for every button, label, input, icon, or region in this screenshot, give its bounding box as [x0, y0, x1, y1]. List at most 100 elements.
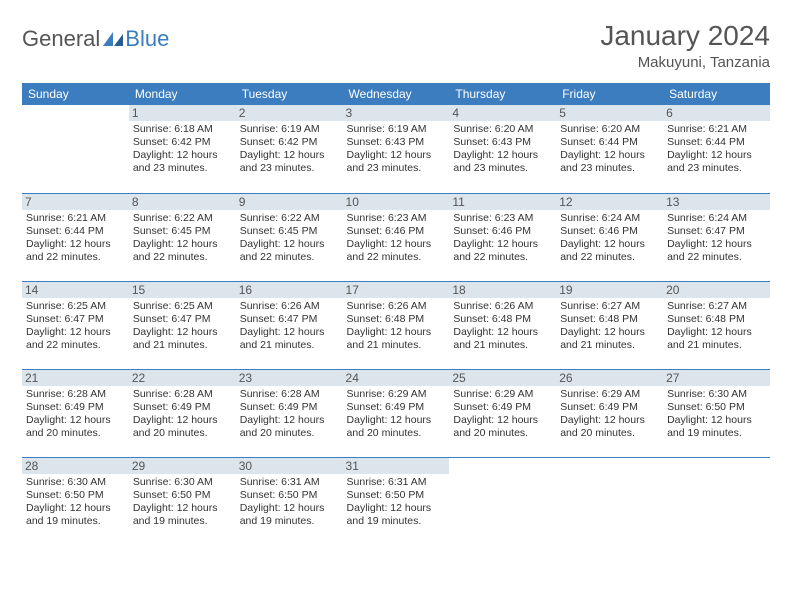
calendar-cell: 25Sunrise: 6:29 AMSunset: 6:49 PMDayligh… — [449, 369, 556, 457]
calendar-row: 21Sunrise: 6:28 AMSunset: 6:49 PMDayligh… — [22, 369, 770, 457]
location-label: Makuyuni, Tanzania — [600, 54, 770, 71]
day-number: 27 — [663, 370, 770, 386]
day-details: Sunrise: 6:30 AMSunset: 6:50 PMDaylight:… — [26, 476, 125, 529]
weekday-header: Monday — [129, 83, 236, 105]
calendar-cell: 7Sunrise: 6:21 AMSunset: 6:44 PMDaylight… — [22, 193, 129, 281]
calendar-cell: 30 Sunrise: 6:31 AMSunset: 6:50 PMDayligh… — [236, 457, 343, 545]
day-details: Sunrise: 6:31 AMSunset: 6:50 PMDaylight:… — [347, 476, 446, 529]
weekday-header: Wednesday — [343, 83, 450, 105]
logo-text-blue: Blue — [125, 26, 169, 52]
day-number: 9 — [236, 194, 343, 210]
day-details: Sunrise: 6:29 AMSunset: 6:49 PMDaylight:… — [560, 388, 659, 441]
day-details: Sunrise: 6:29 AMSunset: 6:49 PMDaylight:… — [347, 388, 446, 441]
day-number: 28 — [22, 458, 129, 474]
day-details: Sunrise: 6:26 AMSunset: 6:48 PMDaylight:… — [347, 300, 446, 353]
day-details: Sunrise: 6:23 AMSunset: 6:46 PMDaylight:… — [347, 212, 446, 265]
title-block: January 2024 Makuyuni, Tanzania — [600, 20, 770, 71]
calendar-cell: 5 Sunrise: 6:20 AMSunset: 6:44 PMDaylight… — [556, 105, 663, 193]
calendar-cell: 22 Sunrise: 6:28 AMSunset: 6:49 PMDayligh… — [129, 369, 236, 457]
day-number: 4 — [449, 105, 556, 121]
day-number: 17 — [343, 282, 450, 298]
logo-text-general: General — [22, 26, 100, 52]
month-title: January 2024 — [600, 20, 770, 52]
calendar-body: 1Sunrise: 6:18 AMSunset: 6:42 PMDaylight… — [22, 105, 770, 545]
day-details: Sunrise: 6:24 AMSunset: 6:46 PMDaylight:… — [560, 212, 659, 265]
calendar-cell: 24Sunrise: 6:29 AMSunset: 6:49 PMDayligh… — [343, 369, 450, 457]
day-details: Sunrise: 6:22 AMSunset: 6:45 PMDaylight:… — [133, 212, 232, 265]
day-number: 14 — [22, 282, 129, 298]
day-number: 16 — [236, 282, 343, 298]
calendar-cell: 2 Sunrise: 6:19 AMSunset: 6:42 PMDaylight… — [236, 105, 343, 193]
day-details: Sunrise: 6:24 AMSunset: 6:47 PMDaylight:… — [667, 212, 766, 265]
day-details: Sunrise: 6:25 AMSunset: 6:47 PMDaylight:… — [133, 300, 232, 353]
day-number: 22 — [129, 370, 236, 386]
calendar-cell: 21Sunrise: 6:28 AMSunset: 6:49 PMDayligh… — [22, 369, 129, 457]
day-details: Sunrise: 6:27 AMSunset: 6:48 PMDaylight:… — [667, 300, 766, 353]
day-details: Sunrise: 6:22 AMSunset: 6:45 PMDaylight:… — [240, 212, 339, 265]
day-details: Sunrise: 6:28 AMSunset: 6:49 PMDaylight:… — [240, 388, 339, 441]
calendar-cell: 23 Sunrise: 6:28 AMSunset: 6:49 PMDayligh… — [236, 369, 343, 457]
day-number: 21 — [22, 370, 129, 386]
day-number: 29 — [129, 458, 236, 474]
calendar-cell: 10 Sunrise: 6:23 AMSunset: 6:46 PMDayligh… — [343, 193, 450, 281]
calendar-cell — [556, 457, 663, 545]
calendar-table: SundayMondayTuesdayWednesdayThursdayFrid… — [22, 83, 770, 545]
day-details: Sunrise: 6:31 AMSunset: 6:50 PMDaylight:… — [240, 476, 339, 529]
day-number: 1 — [129, 105, 236, 121]
day-details: Sunrise: 6:21 AMSunset: 6:44 PMDaylight:… — [667, 123, 766, 176]
calendar-cell: 18 Sunrise: 6:26 AMSunset: 6:48 PMDayligh… — [449, 281, 556, 369]
day-number: 31 — [343, 458, 450, 474]
day-number: 18 — [449, 282, 556, 298]
day-number: 19 — [556, 282, 663, 298]
calendar-cell: 28 Sunrise: 6:30 AMSunset: 6:50 PMDayligh… — [22, 457, 129, 545]
calendar-row: 28Sunrise: 6:30 AMSunset: 6:50 PMDayligh… — [22, 457, 770, 545]
logo: General Blue — [22, 20, 169, 52]
day-details: Sunrise: 6:26 AMSunset: 6:48 PMDaylight:… — [453, 300, 552, 353]
day-details: Sunrise: 6:29 AMSunset: 6:49 PMDaylight:… — [453, 388, 552, 441]
calendar-cell: 4 Sunrise: 6:20 AMSunset: 6:43 PMDaylight… — [449, 105, 556, 193]
calendar-row: 7Sunrise: 6:21 AMSunset: 6:44 PMDaylight… — [22, 193, 770, 281]
day-number: 13 — [663, 194, 770, 210]
calendar-cell: 11 Sunrise: 6:23 AMSunset: 6:46 PMDayligh… — [449, 193, 556, 281]
day-number: 2 — [236, 105, 343, 121]
day-details: Sunrise: 6:30 AMSunset: 6:50 PMDaylight:… — [133, 476, 232, 529]
calendar-cell: 14 Sunrise: 6:25 AMSunset: 6:47 PMDayligh… — [22, 281, 129, 369]
calendar-row: 14Sunrise: 6:25 AMSunset: 6:47 PMDayligh… — [22, 281, 770, 369]
day-number: 7 — [22, 194, 129, 210]
calendar-cell: 6Sunrise: 6:21 AMSunset: 6:44 PMDaylight… — [663, 105, 770, 193]
page-header: General Blue January 2024 Makuyuni, Tanz… — [22, 20, 770, 71]
weekday-header: Thursday — [449, 83, 556, 105]
calendar-page: General Blue January 2024 Makuyuni, Tanz… — [0, 0, 792, 565]
calendar-cell: 16Sunrise: 6:26 AMSunset: 6:47 PMDayligh… — [236, 281, 343, 369]
calendar-cell — [22, 105, 129, 193]
calendar-cell: 31 Sunrise: 6:31 AMSunset: 6:50 PMDayligh… — [343, 457, 450, 545]
day-number: 23 — [236, 370, 343, 386]
day-details: Sunrise: 6:20 AMSunset: 6:44 PMDaylight:… — [560, 123, 659, 176]
day-details: Sunrise: 6:19 AMSunset: 6:42 PMDaylight:… — [240, 123, 339, 176]
day-details: Sunrise: 6:19 AMSunset: 6:43 PMDaylight:… — [347, 123, 446, 176]
calendar-cell: 15Sunrise: 6:25 AMSunset: 6:47 PMDayligh… — [129, 281, 236, 369]
calendar-cell: 26Sunrise: 6:29 AMSunset: 6:49 PMDayligh… — [556, 369, 663, 457]
day-details: Sunrise: 6:27 AMSunset: 6:48 PMDaylight:… — [560, 300, 659, 353]
logo-sail-icon — [103, 32, 123, 46]
calendar-cell: 1Sunrise: 6:18 AMSunset: 6:42 PMDaylight… — [129, 105, 236, 193]
weekday-header: Sunday — [22, 83, 129, 105]
day-number: 12 — [556, 194, 663, 210]
day-details: Sunrise: 6:20 AMSunset: 6:43 PMDaylight:… — [453, 123, 552, 176]
day-details: Sunrise: 6:28 AMSunset: 6:49 PMDaylight:… — [133, 388, 232, 441]
weekday-header: Saturday — [663, 83, 770, 105]
day-number: 5 — [556, 105, 663, 121]
calendar-cell: 3Sunrise: 6:19 AMSunset: 6:43 PMDaylight… — [343, 105, 450, 193]
calendar-cell: 13 Sunrise: 6:24 AMSunset: 6:47 PMDayligh… — [663, 193, 770, 281]
day-number: 11 — [449, 194, 556, 210]
weekday-header: Friday — [556, 83, 663, 105]
calendar-row: 1Sunrise: 6:18 AMSunset: 6:42 PMDaylight… — [22, 105, 770, 193]
day-details: Sunrise: 6:23 AMSunset: 6:46 PMDaylight:… — [453, 212, 552, 265]
calendar-cell: 19 Sunrise: 6:27 AMSunset: 6:48 PMDayligh… — [556, 281, 663, 369]
weekday-header: Tuesday — [236, 83, 343, 105]
day-details: Sunrise: 6:25 AMSunset: 6:47 PMDaylight:… — [26, 300, 125, 353]
day-number: 10 — [343, 194, 450, 210]
calendar-cell — [663, 457, 770, 545]
day-number: 30 — [236, 458, 343, 474]
weekday-header-row: SundayMondayTuesdayWednesdayThursdayFrid… — [22, 83, 770, 105]
